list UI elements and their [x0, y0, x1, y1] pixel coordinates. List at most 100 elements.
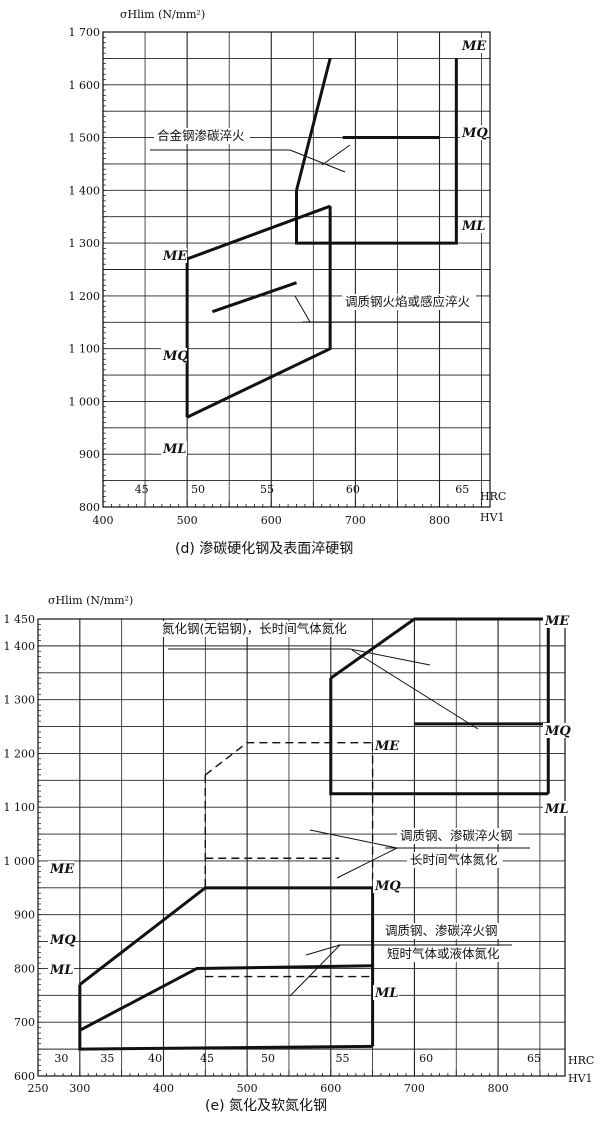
- y-tick-label: 1 100: [69, 343, 101, 356]
- line-label-me: ME: [544, 614, 570, 629]
- line-label-background: [48, 962, 74, 977]
- series-line-me: [204, 741, 373, 776]
- line-label-background: [48, 932, 74, 947]
- y-tick-label: 800: [14, 962, 35, 975]
- hrc-axis-label: HRC: [480, 490, 506, 503]
- hv-axis-label: HV1: [568, 1072, 593, 1085]
- x-tick-label: 500: [177, 514, 198, 527]
- hrc-tick-label: 55: [260, 483, 274, 496]
- y-axis-title: σHlim (N/mm²): [48, 594, 133, 607]
- series-line-ml: [295, 58, 458, 245]
- line-label-ml: ML: [374, 986, 399, 1001]
- chart-e: 250 300 400 500 600 700 800 600 700 800 900 1 000 1 …: [4, 594, 595, 1114]
- x-tick-label: 300: [69, 1082, 90, 1095]
- line-label-background: [460, 218, 486, 233]
- x-tick-label: 250: [28, 1082, 49, 1095]
- annotation-label: 调质钢火焰或感应淬火: [345, 294, 471, 309]
- y-tick-label: 1 000: [4, 855, 36, 868]
- y-tick-label: 1 450: [4, 613, 36, 626]
- annotation-label: 氮化钢(无铝钢)，长时间气体氮化: [162, 621, 347, 636]
- y-tick-label: 1 400: [4, 640, 36, 653]
- hrc-tick-label: 35: [100, 1052, 114, 1065]
- line-label-mq: MQ: [162, 349, 189, 364]
- x-tick-label: 500: [237, 1082, 258, 1095]
- annotation-background: [342, 294, 476, 310]
- x-tick-label: 400: [93, 514, 114, 527]
- series-line-ml: [78, 984, 373, 1051]
- line-label-background: [373, 985, 399, 1000]
- chart-caption: (e) 氮化及软氮化钢: [205, 1098, 327, 1114]
- y-tick-label: 1 600: [69, 79, 101, 92]
- line-label-background: [161, 348, 187, 363]
- line-label-mq: MQ: [374, 879, 401, 894]
- leader-line: [351, 649, 479, 730]
- chart-d: 400 500 600 700 800 800 900 1 000 1 100 1 200 1 30…: [69, 8, 507, 557]
- y-tick-label: 900: [79, 448, 100, 461]
- hrc-axis-label: HRC: [568, 1054, 594, 1067]
- hrc-tick-label: 45: [200, 1052, 214, 1065]
- x-tick-label: 400: [153, 1082, 174, 1095]
- plot-frame: [37, 618, 566, 1077]
- y-tick-label: 800: [79, 501, 100, 514]
- line-label-background: [373, 878, 399, 893]
- annotation-label: 调质钢、渗碳淬火钢: [385, 923, 498, 938]
- leader-line: [336, 847, 398, 879]
- hrc-tick-label: 30: [54, 1052, 68, 1065]
- hv-axis-label: HV1: [480, 511, 505, 524]
- annotation-label: 调质钢、渗碳淬火钢: [400, 828, 513, 843]
- annotation-background: [384, 946, 506, 962]
- annotation-label: 短时气体或液体氮化: [387, 946, 500, 961]
- hrc-tick-label: 60: [346, 483, 360, 496]
- line-label-me: ME: [49, 862, 75, 877]
- chart-caption: (d) 渗碳硬化钢及表面淬硬钢: [175, 541, 353, 557]
- line-label-me: ME: [374, 739, 400, 754]
- series-line-me: [295, 58, 332, 191]
- y-tick-label: 900: [14, 909, 35, 922]
- series-line-mq: [211, 281, 297, 314]
- y-tick-label: 600: [14, 1070, 35, 1083]
- annotation-background: [382, 923, 504, 939]
- y-tick-label: 1 200: [69, 290, 101, 303]
- leader-line: [289, 149, 346, 173]
- y-tick-label: 1 000: [69, 395, 101, 408]
- line-label-background: [161, 441, 187, 456]
- y-tick-label: 700: [14, 1016, 35, 1029]
- leader-line: [294, 295, 311, 323]
- hrc-tick-label: 50: [261, 1052, 275, 1065]
- y-tick-label: 1 500: [69, 132, 101, 145]
- annotation-label: 长时间气体氮化: [410, 852, 498, 867]
- line-label-background: [161, 248, 187, 263]
- annotation-background: [159, 621, 370, 637]
- line-label-background: [543, 723, 569, 738]
- y-tick-label: 1 300: [69, 237, 101, 250]
- hrc-tick-label: 55: [335, 1052, 349, 1065]
- leader-line: [305, 944, 341, 956]
- hrc-tick-label: 65: [527, 1052, 541, 1065]
- line-label-mq: MQ: [544, 724, 571, 739]
- line-label-mq: MQ: [461, 126, 488, 141]
- line-label-background: [373, 738, 399, 753]
- annotation-background: [407, 852, 503, 868]
- y-tick-label: 1 300: [4, 694, 36, 707]
- x-tick-label: 800: [429, 514, 450, 527]
- series-line-ml: [186, 206, 332, 419]
- y-tick-label: 1 100: [4, 801, 36, 814]
- x-tick-label: 800: [488, 1082, 509, 1095]
- line-label-ml: ML: [461, 219, 486, 234]
- line-label-ml: ML: [162, 442, 187, 457]
- line-label-background: [543, 801, 569, 816]
- y-axis-title: σHlim (N/mm²): [120, 8, 205, 21]
- line-label-mq: MQ: [49, 933, 76, 948]
- x-tick-label: 600: [320, 1082, 341, 1095]
- line-label-ml: ML: [544, 802, 569, 817]
- line-label-background: [460, 38, 486, 53]
- hrc-tick-label: 50: [191, 483, 205, 496]
- line-label-me: ME: [461, 39, 487, 54]
- line-label-background: [460, 125, 486, 140]
- annotation-background: [397, 828, 519, 844]
- leader-line: [321, 144, 351, 166]
- line-label-ml: ML: [49, 963, 74, 978]
- x-tick-label: 700: [404, 1082, 425, 1095]
- y-tick-label: 1 400: [69, 184, 101, 197]
